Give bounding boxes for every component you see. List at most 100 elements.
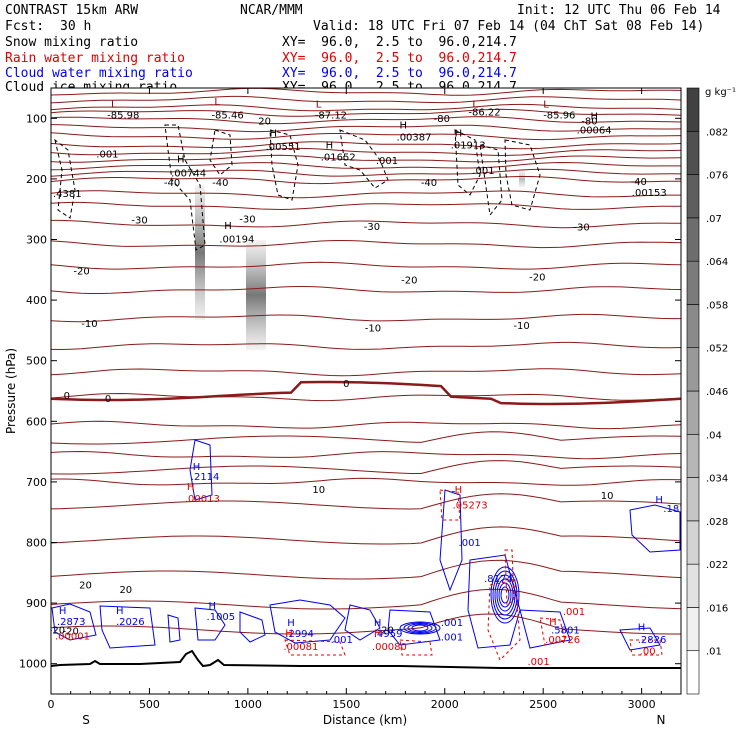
cloud-contour-3 bbox=[194, 607, 226, 641]
snow-contour-6 bbox=[479, 144, 503, 217]
temp-contour-9 bbox=[51, 154, 681, 163]
temp-contour-16 bbox=[51, 239, 681, 249]
snow-contour-3 bbox=[269, 129, 299, 201]
extremum-label-36: .1819 bbox=[663, 504, 692, 515]
temp-label-1: -20 bbox=[63, 627, 79, 638]
extremum-label-1: -85.98 bbox=[107, 110, 139, 121]
colorbar-box-9 bbox=[686, 260, 700, 305]
extremum-label-28: .00153 bbox=[632, 188, 667, 199]
extremum-label-41: .00001 bbox=[55, 631, 90, 642]
temp-label-2: -20 bbox=[49, 625, 65, 636]
extremum-label-42: H bbox=[116, 606, 124, 617]
extremum-label-24: .00744 bbox=[171, 168, 206, 179]
extremum-label-58: .5801 bbox=[551, 625, 580, 636]
colorbar-box-11 bbox=[686, 174, 700, 219]
colorbar-box-5 bbox=[686, 433, 700, 478]
cloud-band-2 bbox=[407, 623, 433, 633]
temp-contour-13 bbox=[51, 190, 681, 199]
colorbar-box-12 bbox=[686, 130, 700, 175]
init-time: Init: 12 UTC Thu 06 Feb 14 bbox=[517, 3, 721, 18]
temp-label-16: -10 bbox=[513, 321, 529, 332]
colorbar-label-5: .04 bbox=[706, 430, 722, 441]
extremum-label-14: H bbox=[399, 121, 407, 132]
extremum-label-64: .001 bbox=[563, 607, 585, 618]
contour-labels: -20-20-20-40 -40 -40 -40-30 -30-30 -30-20-20-… bbox=[49, 97, 692, 668]
temp-contour-6 bbox=[51, 132, 681, 141]
snow-contour-4 bbox=[339, 129, 389, 189]
colorbar-label-11: .076 bbox=[706, 171, 728, 182]
x-axis: 0 500 1000 1500 2000 2500 3000 bbox=[48, 88, 662, 711]
temp-contour-18 bbox=[51, 285, 681, 294]
cloud-contour-2 bbox=[167, 614, 181, 643]
colorbar-box-4 bbox=[686, 477, 700, 522]
extremum-label-63: .001 bbox=[527, 657, 549, 668]
y-tick-label-3: 400 bbox=[26, 294, 47, 307]
valid-time: Valid: 18 UTC Fri 07 Feb 14 (04 ChT Sat … bbox=[313, 19, 705, 34]
temp-contour-21 bbox=[51, 368, 681, 377]
extremum-label-57: H bbox=[549, 617, 557, 628]
temp-label-23: 20 bbox=[119, 585, 132, 596]
extremum-label-9: -85.96 bbox=[543, 110, 575, 121]
extremum-label-11: .00064 bbox=[577, 125, 612, 136]
extremum-label-54: .00080 bbox=[372, 642, 407, 653]
cloud-water-field-xy: XY= 96.0, 2.5 to 96.0,214.7 bbox=[282, 66, 517, 81]
temp-label-6: -40 bbox=[631, 177, 647, 188]
temp-label-22: 20 bbox=[79, 581, 92, 592]
plot-area: -20-20-20-40 -40 -40 -40-30 -30-30 -30-20-20-… bbox=[49, 87, 692, 695]
temp-contour-22 bbox=[51, 392, 681, 402]
rain-contour-5 bbox=[439, 489, 461, 521]
temp-label-25: -80 bbox=[581, 116, 597, 127]
colorbar-label-6: .046 bbox=[706, 387, 728, 398]
extremum-label-51: H bbox=[374, 618, 382, 629]
low-temp-contour-1 bbox=[51, 460, 681, 475]
cloud-core-3 bbox=[496, 578, 514, 612]
colorbar-box-1 bbox=[686, 607, 700, 652]
colorbar-box-13 bbox=[686, 87, 700, 132]
temp-contour-4 bbox=[51, 116, 681, 125]
snow-contour-2 bbox=[209, 129, 233, 176]
snow-contour-7 bbox=[504, 139, 541, 211]
extremum-label-25: .4381 bbox=[53, 189, 82, 200]
extremum-label-17: .01652 bbox=[321, 153, 356, 164]
x-tick-label-4: 2000 bbox=[431, 698, 459, 711]
extremum-label-62: .00 bbox=[640, 647, 656, 658]
cloud-contour-13 bbox=[619, 627, 661, 651]
rain-contour-4 bbox=[399, 639, 433, 656]
extremum-label-2: L bbox=[214, 97, 220, 108]
extremum-label-0: L bbox=[111, 99, 117, 110]
colorbar: .01 .016 .022 .028 .034 .04 .046 .052 .058 .064 .0… bbox=[686, 87, 728, 695]
colorbar-box-10 bbox=[686, 217, 700, 262]
colorbar-label-7: .052 bbox=[706, 344, 728, 355]
x-axis-right-end: N bbox=[657, 713, 666, 727]
extremum-label-18: H bbox=[455, 128, 463, 139]
extremum-label-13: .00551 bbox=[266, 142, 301, 153]
y-tick-label-4: 500 bbox=[26, 355, 47, 368]
x-axis-title: Distance (km) bbox=[323, 713, 407, 727]
extremum-label-23: H bbox=[177, 155, 185, 166]
temp-contour-20 bbox=[51, 341, 681, 351]
low-temp-contour-2 bbox=[51, 493, 681, 510]
extremum-label-8: L bbox=[543, 99, 549, 110]
colorbar-label-4: .034 bbox=[706, 474, 728, 485]
y-tick-label-6: 700 bbox=[26, 476, 47, 489]
extremum-label-53: H bbox=[374, 628, 382, 639]
cloud-water-field-name: Cloud water mixing ratio bbox=[5, 66, 193, 81]
temp-contour-10 bbox=[51, 161, 681, 171]
x-tick-label-5: 2500 bbox=[529, 698, 557, 711]
x-axis-left-end: S bbox=[82, 713, 90, 727]
temp-contour-3 bbox=[51, 108, 681, 117]
y-tick-label-5: 600 bbox=[26, 415, 47, 428]
low-temp-contour-0 bbox=[51, 431, 681, 445]
temp-label-21: 10 bbox=[601, 491, 614, 502]
temp-label-24: -80 bbox=[434, 114, 450, 125]
zero-isotherm bbox=[51, 380, 681, 406]
y-tick-label-8: 900 bbox=[26, 597, 47, 610]
terrain-line bbox=[51, 649, 681, 669]
colorbar-label-0: .01 bbox=[706, 647, 722, 658]
cloud-core-0 bbox=[490, 566, 520, 624]
y-tick-label-2: 300 bbox=[26, 234, 47, 247]
extremum-label-61: .2826 bbox=[638, 635, 667, 646]
temp-label-7: -30 bbox=[131, 216, 147, 227]
temp-contour-2 bbox=[51, 103, 681, 112]
temp-contour-0 bbox=[51, 88, 681, 96]
